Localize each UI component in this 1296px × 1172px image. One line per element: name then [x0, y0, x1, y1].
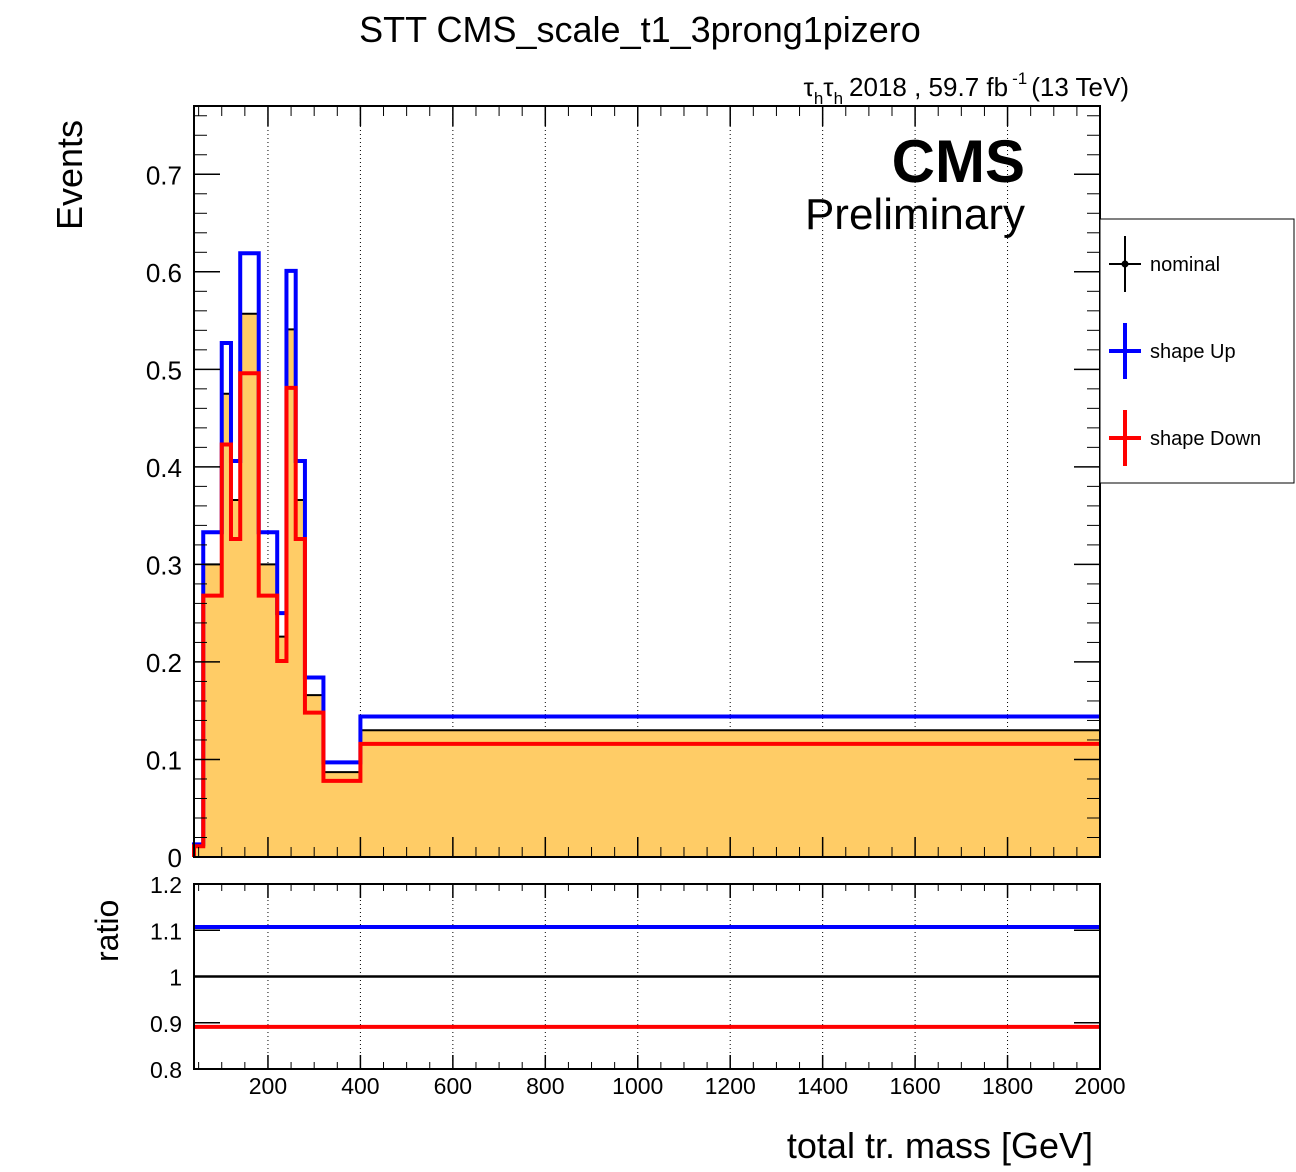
x-tick-label: 600: [434, 1073, 472, 1099]
legend-items: nominal shape Up shape Down: [1109, 236, 1261, 466]
x-tick-label: 200: [249, 1073, 287, 1099]
lumi-sub-2: h: [834, 89, 843, 108]
x-tick-label: 400: [341, 1073, 379, 1099]
legend-label-shape-down: shape Down: [1150, 428, 1261, 450]
x-tick-labels: 200 400 600 800 1000 1200 1400 1600 1800 2000: [249, 1073, 1126, 1099]
lumi-rest: 2018 , 59.7 fb: [849, 72, 1008, 102]
lumi-energy: (13 TeV): [1031, 72, 1129, 102]
lumi-sup: -1: [1012, 69, 1027, 88]
x-axis-label: total tr. mass [GeV]: [787, 1125, 1093, 1166]
main-ticks: [194, 106, 1101, 858]
x-tick-label: 1400: [797, 1073, 848, 1099]
ratio-tick-labels: 0.8 0.9 1 1.1 1.2: [150, 872, 182, 1083]
ratio-plot: 0.8 0.9 1 1.1 1.2 200 400 600 800 1000 1200 1400 16…: [150, 872, 1126, 1099]
legend-label-nominal: nominal: [1150, 254, 1220, 276]
ratio-lines: [194, 925, 1100, 1029]
lumi-tau-1: τ: [804, 72, 815, 102]
lumi-sub-1: h: [814, 89, 823, 108]
series-line-shape-up: [192, 251, 1100, 857]
x-tick-label: 2000: [1074, 1073, 1125, 1099]
y-tick-label: 0.1: [146, 745, 182, 775]
lumi-tau-2: τ: [823, 72, 834, 102]
ratio-tick-label: 1.2: [150, 872, 182, 898]
lumi-label: τhτh 2018 , 59.7 fb -1 (13 TeV): [804, 69, 1129, 108]
x-tick-label: 800: [526, 1073, 564, 1099]
y-tick-label: 0.4: [146, 453, 182, 483]
y-tick-label: 0.7: [146, 160, 182, 190]
series-line-shape-down: [192, 371, 1100, 857]
x-tick-label: 1600: [890, 1073, 941, 1099]
y-tick-label: 0.2: [146, 648, 182, 678]
ratio-tick-label: 1.1: [150, 918, 182, 944]
x-tick-label: 1800: [982, 1073, 1033, 1099]
ratio-tick-label: 0.9: [150, 1011, 182, 1037]
ratio-tick-label: 0.8: [150, 1057, 182, 1083]
legend-label-shape-up: shape Up: [1150, 341, 1236, 363]
ratio-tick-label: 1: [169, 965, 182, 991]
chart-title: STT CMS_scale_t1_3prong1pizero: [359, 9, 921, 50]
nominal-area: [194, 313, 1100, 857]
legend: nominal shape Up shape Down: [1099, 218, 1295, 484]
cms-label: CMS: [892, 128, 1025, 195]
x-tick-label: 1200: [705, 1073, 756, 1099]
y-tick-label: 0.3: [146, 550, 182, 580]
ratio-y-axis-label: ratio: [89, 900, 125, 962]
ratio-frame: [193, 883, 1101, 1070]
y-tick-label: 0.6: [146, 258, 182, 288]
preliminary-label: Preliminary: [805, 190, 1025, 239]
y-tick-labels: 0 0.1 0.2 0.3 0.4 0.5 0.6 0.7: [146, 160, 182, 873]
y-tick-label: 0: [168, 843, 182, 873]
legend-marker-dot-nominal: [1121, 260, 1129, 268]
x-tick-label: 1000: [612, 1073, 663, 1099]
main-plot: 0 0.1 0.2 0.3 0.4 0.5 0.6 0.7: [146, 105, 1101, 873]
y-tick-label: 0.5: [146, 355, 182, 385]
nominal-fill: [194, 313, 1100, 857]
y-axis-label: Events: [49, 120, 90, 230]
